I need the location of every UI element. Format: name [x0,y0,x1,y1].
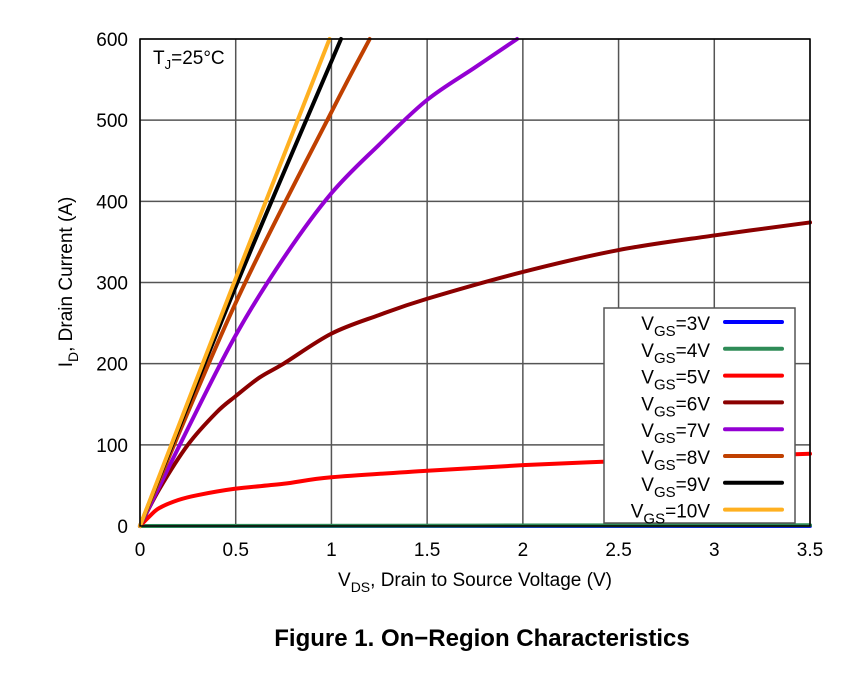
legend-label: VGS=7V [641,421,710,447]
grid [139,38,811,527]
legend-label: VGS=5V [641,368,710,394]
legend-label: VGS=9V [641,475,710,501]
tick-labels: 0 0.5 1 1.5 2 2.5 3 3.5 0 100 200 300 400 500 600 [96,30,823,561]
y-tick-label: 200 [96,355,128,376]
plot-frame [139,38,811,527]
series-line-vgs=6v [138,220,812,528]
legend-label: VGS=6V [641,394,710,420]
y-tick-label: 100 [96,436,128,457]
y-tick-label: 400 [96,192,128,213]
legend-label: VGS=10V [631,502,711,528]
legend-box [603,307,796,524]
figure-caption: Figure 1. On−Region Characteristics [274,625,689,652]
x-tick-label: 3 [709,540,720,561]
annotation-tj: TJ=25°C [153,48,225,72]
series-line-vgs=10v [138,37,332,528]
x-axis-label: VDS, Drain to Source Voltage (V) [338,570,612,595]
x-tick-label: 1 [326,540,337,561]
legend: VGS=3VVGS=4VVGS=5VVGS=6VVGS=7VVGS=8VVGS=… [603,307,796,528]
x-tick-label: 2 [518,540,529,561]
x-tick-label: 1.5 [414,540,440,561]
x-tick-label: 0.5 [223,540,249,561]
legend-label: VGS=3V [641,314,710,340]
y-tick-label: 0 [117,517,128,538]
legend-label: VGS=8V [641,448,710,474]
x-tick-label: 2.5 [605,540,631,561]
y-tick-label: 500 [96,111,128,132]
x-tick-label: 3.5 [797,540,823,561]
y-tick-label: 600 [96,30,128,51]
x-tick-label: 0 [135,540,146,561]
legend-label: VGS=4V [641,341,710,367]
series-line-vgs=7v [138,37,520,528]
y-tick-label: 300 [96,274,128,295]
y-axis-label: ID, Drain Current (A) [56,197,81,368]
